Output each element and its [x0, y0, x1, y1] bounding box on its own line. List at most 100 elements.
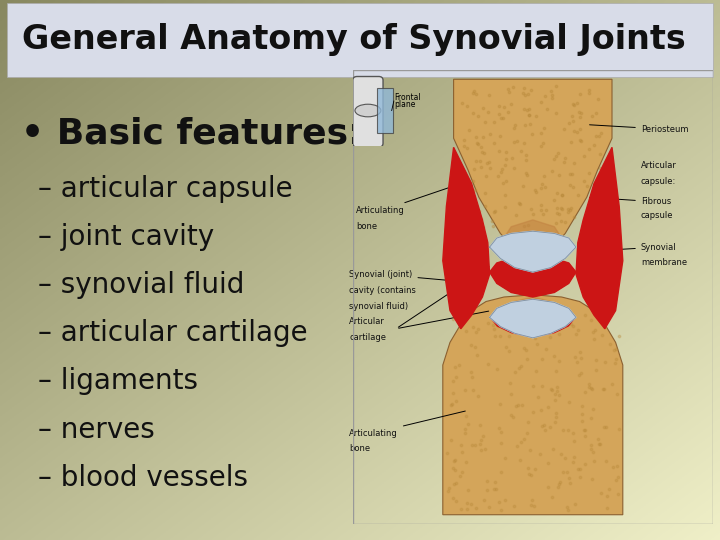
Point: [597, 330, 608, 339]
Polygon shape: [443, 295, 623, 515]
Point: [564, 170, 576, 178]
Point: [559, 153, 571, 162]
Point: [494, 400, 505, 408]
Point: [536, 382, 548, 390]
Point: [500, 343, 512, 352]
Point: [472, 324, 483, 333]
Point: [601, 492, 613, 501]
Point: [478, 496, 490, 504]
Point: [459, 425, 470, 434]
Point: [571, 358, 582, 367]
Point: [444, 483, 455, 492]
Point: [544, 333, 556, 341]
Point: [526, 496, 538, 504]
Point: [535, 98, 546, 106]
Point: [539, 124, 550, 132]
Point: [587, 207, 598, 216]
Point: [471, 90, 482, 98]
Point: [579, 431, 590, 440]
Point: [462, 498, 473, 507]
Point: [460, 212, 472, 220]
Point: [492, 172, 503, 180]
Point: [577, 402, 588, 411]
Point: [584, 89, 595, 97]
Point: [531, 367, 542, 375]
Point: [472, 351, 483, 360]
Point: [579, 387, 590, 396]
Point: [575, 109, 587, 118]
Polygon shape: [576, 147, 623, 329]
Point: [588, 140, 600, 149]
Point: [567, 429, 579, 437]
Point: [474, 157, 485, 165]
Point: [508, 138, 520, 147]
Point: [512, 401, 523, 409]
Point: [455, 505, 467, 514]
Point: [522, 355, 534, 364]
Point: [595, 191, 607, 200]
Point: [523, 111, 535, 119]
Point: [593, 435, 604, 443]
Point: [511, 442, 523, 451]
Point: [611, 389, 622, 398]
Point: [448, 457, 459, 465]
Point: [464, 310, 475, 319]
Text: membrane: membrane: [641, 259, 687, 267]
Point: [549, 155, 560, 164]
Point: [474, 420, 485, 429]
Point: [526, 85, 537, 94]
Point: [598, 384, 609, 393]
Point: [574, 108, 585, 117]
Point: [451, 478, 462, 487]
Point: [523, 105, 534, 113]
Point: [579, 311, 590, 320]
Point: [467, 386, 479, 394]
Point: [520, 346, 531, 355]
Point: [528, 502, 539, 511]
Point: [611, 462, 623, 470]
Text: Periosteum: Periosteum: [590, 125, 688, 134]
Point: [588, 327, 599, 336]
Point: [475, 163, 487, 172]
Point: [539, 421, 550, 429]
Point: [462, 420, 474, 429]
Point: [590, 132, 601, 141]
Point: [552, 209, 563, 218]
Point: [599, 323, 611, 332]
Point: [477, 104, 488, 112]
Point: [482, 108, 494, 117]
Point: [467, 373, 478, 381]
Point: [497, 114, 508, 123]
Point: [584, 379, 595, 388]
Point: [495, 427, 507, 436]
Point: [548, 309, 559, 318]
Point: [499, 496, 510, 504]
Point: [583, 144, 595, 153]
Point: [554, 330, 565, 339]
Point: [507, 83, 518, 91]
Point: [479, 188, 490, 197]
Point: [481, 485, 492, 494]
Point: [529, 334, 541, 343]
Point: [574, 464, 585, 473]
Point: [535, 206, 546, 214]
Point: [508, 164, 520, 172]
Point: [582, 383, 594, 391]
Point: [497, 165, 508, 173]
Point: [539, 426, 551, 434]
Text: Fibrous: Fibrous: [590, 197, 671, 206]
Point: [558, 158, 570, 166]
Point: [576, 416, 588, 425]
Point: [536, 421, 548, 430]
Point: [472, 111, 484, 120]
Point: [481, 476, 492, 485]
Point: [483, 90, 495, 99]
Point: [523, 417, 534, 426]
Point: [567, 112, 578, 120]
Point: [567, 458, 579, 467]
Point: [590, 356, 602, 365]
Point: [550, 82, 562, 90]
Point: [489, 485, 500, 494]
Point: [613, 332, 624, 340]
Text: – articular capsule: – articular capsule: [37, 175, 292, 203]
